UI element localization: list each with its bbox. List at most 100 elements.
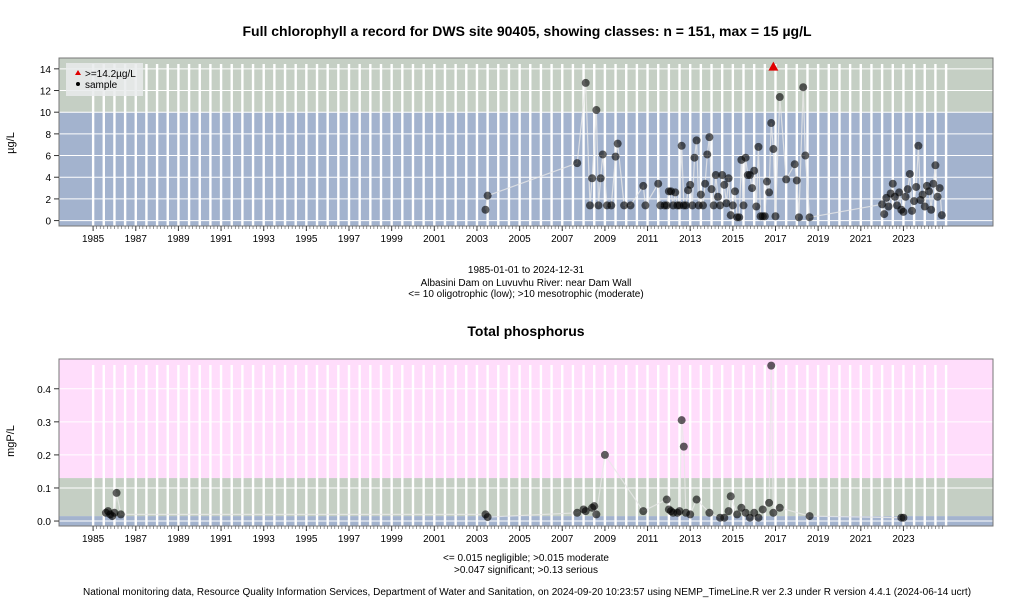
chart2-point [592,510,601,519]
chart1-point [596,174,605,183]
chart2-ylabel: mgP/L [5,425,17,457]
chart1-ytick-label: 4 [45,173,51,184]
chart1-point [880,210,889,219]
chart2-note-1: <= 0.015 negligible; >0.015 moderate [443,553,609,564]
chart2-xtick-label: 2021 [850,534,873,545]
chart1-point-over [768,61,779,71]
chart1-point [641,201,650,210]
chart2-xtick-label: 2001 [423,534,446,545]
chart2-point [110,508,119,517]
chart1-band-0 [59,112,993,226]
chart2-point [805,512,814,521]
chart2-point [733,510,742,519]
chart1-point [782,175,791,184]
chart1-point [613,139,622,148]
chart1-point [573,159,582,168]
chart2-point [483,513,492,522]
chart2-xtick-label: 1987 [125,534,148,545]
chart1-ylabel: µg/L [5,132,17,154]
legend-label: >=14.2µg/L [85,69,136,80]
chart1-point [899,207,908,216]
chart1-point [735,213,744,222]
chart2-point [581,507,590,516]
chart1-point [718,171,727,180]
chart1-ytick-label: 2 [45,195,51,206]
chart2-band-1 [59,478,993,517]
chart1-point [937,211,946,220]
chart1-xtick-label: 2013 [679,234,702,245]
chart1-point [741,153,750,162]
chart2-point [573,508,582,517]
chart1-point [713,192,722,201]
chart1-point [654,179,663,188]
chart1-point [481,205,490,214]
chart2-band-2 [59,359,993,479]
chart1-point [707,185,716,194]
chart1-point [703,150,712,159]
chart2-ytick-label: 0.3 [37,418,51,429]
chart2-ytick-label: 0.0 [37,517,51,528]
chart1-minor-ticks [92,226,943,229]
chart1-note-1: 1985-01-01 to 2024-12-31 [468,265,585,276]
chart1-point [935,184,944,193]
chart2-point [769,508,778,517]
chart1-point [767,119,776,128]
chart1-point [925,187,934,196]
chart2-point [720,513,729,522]
chart1-title: Full chlorophyll a record for DWS site 9… [242,23,811,39]
chart2-point [724,507,733,516]
chart2-ytick-label: 0.4 [37,385,51,396]
chart2-point [767,361,776,370]
chart1-point [884,202,893,211]
chart2-xtick-label: 2013 [679,534,702,545]
chart2-ytick-label: 0.1 [37,484,51,495]
chart1-point [716,201,725,210]
chart1-point [933,192,942,201]
chart1-ytick-label: 10 [40,108,52,119]
chart2-xtick-label: 2015 [722,534,745,545]
chart1-point [878,200,887,209]
chart1-point [598,150,607,159]
chart2-point [677,416,686,425]
chart1-point [765,188,774,197]
chart1-point [724,174,733,183]
chart1-point [907,206,916,215]
footer-text: National monitoring data, Resource Quali… [83,587,971,598]
chart2-point [726,492,735,501]
chart1-xtick-label: 2007 [551,234,574,245]
chart1-point [709,201,718,210]
chart2-note-2: >0.047 significant; >0.13 serious [454,565,598,576]
chart1-point [905,169,914,178]
chart2-point [705,508,714,517]
chart1-point [698,201,707,210]
chart1-point [790,160,799,169]
chart1-xtick-label: 2009 [594,234,617,245]
chart1-point [588,174,597,183]
chart2-point [116,510,125,519]
chart1-point [686,180,695,189]
chart1-point [662,201,671,210]
chart1-point [760,212,769,221]
chart1-band-1 [59,58,993,113]
chart2-xtick-label: 2007 [551,534,574,545]
chart1-xtick-label: 2023 [892,234,915,245]
chart1-point [739,201,748,210]
chart1-xtick-label: 1995 [295,234,318,245]
chart1-point [585,201,594,210]
chart1-xtick-label: 2011 [637,234,659,245]
chart1-frame [58,57,994,227]
chart2-point [675,507,684,516]
chart1-point [711,171,720,180]
chart1-point [920,202,929,211]
chart1-point [910,197,919,206]
chart1-xtick-label: 2015 [722,234,745,245]
chart2-xtick-label: 2019 [807,534,830,545]
chart1-point [688,201,697,210]
chart1-point [594,201,603,210]
chart2-xtick-label: 2009 [594,534,617,545]
chart2-point [899,513,908,522]
chart2-point [590,502,599,511]
chart1-point [701,179,710,188]
chart2-minor-ticks [92,526,943,529]
chart2-ytick-label: 0.2 [37,451,51,462]
